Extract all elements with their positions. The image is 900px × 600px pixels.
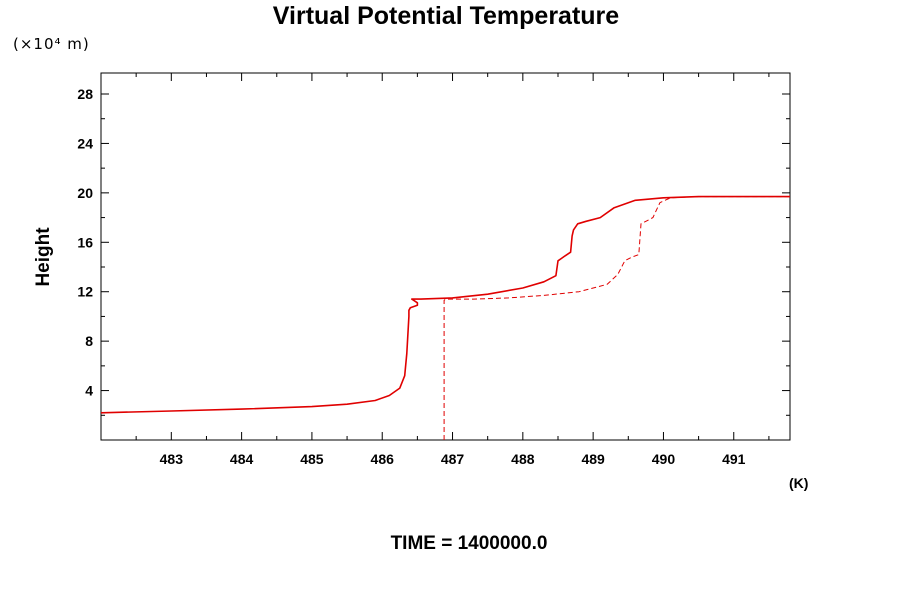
y-tick-label: 4 [85,383,93,399]
x-tick-label: 489 [581,451,605,467]
x-tick-label: 485 [300,451,324,467]
x-tick-label: 484 [230,451,254,467]
time-label: TIME = 1400000.0 [391,533,548,554]
y-tick-label: 16 [77,234,93,250]
x-unit-label: (K) [789,475,808,491]
series-group [100,195,790,440]
y-tick-label: 28 [77,86,93,102]
plot-frame [100,72,791,441]
y-tick-label: 24 [77,135,93,151]
axis-ticks [100,73,790,440]
chart-title: Virtual Potential Temperature [273,2,619,30]
series-line-dashed [443,196,790,440]
y-tick-label: 12 [77,284,93,300]
y-tick-label: 8 [85,333,93,349]
y-tick-label: 20 [77,185,93,201]
series-line-solid [100,195,790,414]
y-axis-label: Height [33,227,54,287]
x-tick-label: 491 [722,451,746,467]
x-tick-label: 490 [652,451,676,467]
tick-labels: 483 484 485 486 487 488 489 490 491 4 8 12 16 20 24 28 [77,86,745,467]
x-tick-label: 487 [441,451,465,467]
y-unit-label: (×10⁴ m) [13,35,90,53]
x-tick-label: 483 [160,451,184,467]
x-tick-label: 486 [371,451,395,467]
x-tick-label: 488 [511,451,535,467]
